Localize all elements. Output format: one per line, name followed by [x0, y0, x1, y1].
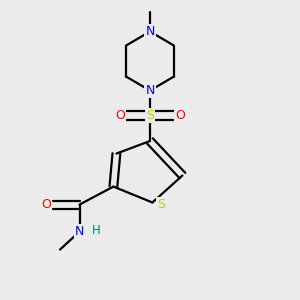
- Text: S: S: [157, 198, 165, 212]
- Text: O: O: [115, 109, 125, 122]
- Text: O: O: [175, 109, 185, 122]
- Text: S: S: [146, 109, 154, 122]
- Text: H: H: [92, 224, 100, 237]
- Text: N: N: [75, 225, 84, 238]
- Text: O: O: [42, 198, 51, 211]
- Text: N: N: [145, 84, 155, 97]
- Text: N: N: [145, 25, 155, 38]
